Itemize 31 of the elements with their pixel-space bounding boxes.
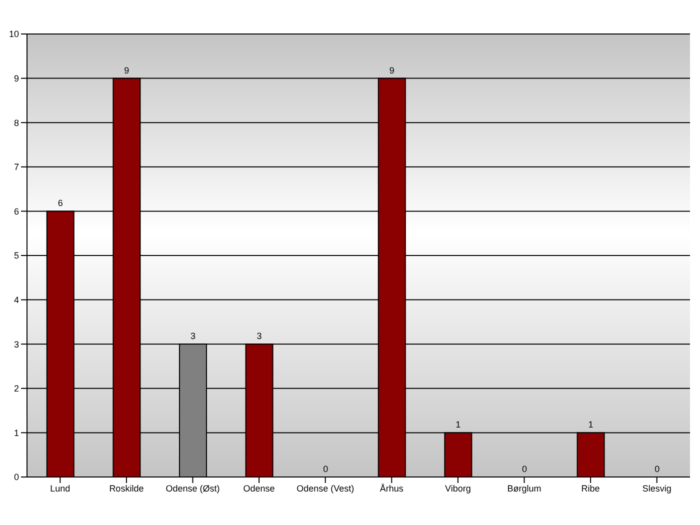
x-tick-label: Viborg [445,483,471,494]
data-label: 9 [389,65,394,76]
x-tick-label: Roskilde [109,483,144,494]
data-label: 1 [456,420,461,430]
y-tick-label: 3 [14,339,19,350]
y-tick-label: 1 [14,428,19,438]
x-tick-label: Odense (Øst) [166,483,220,494]
y-tick-label: 6 [14,206,19,216]
data-label: 9 [124,65,130,76]
y-tick-label: 9 [14,73,19,84]
x-tick-label: Odense [243,483,275,494]
y-tick-label: 4 [14,294,19,305]
data-label: 1 [588,420,594,430]
x-tick-label: Ribe [581,483,600,494]
x-tick-label: Århus [380,483,404,494]
y-tick-label: 0 [14,472,19,482]
y-tick-label: 5 [14,250,19,261]
y-tick-label: 2 [14,384,19,394]
data-label: 6 [58,198,63,208]
data-label: 3 [256,331,262,342]
x-tick-label: Lund [50,483,70,494]
y-tick-label: 7 [14,162,19,172]
data-label: 3 [190,331,196,342]
data-label: 0 [522,464,527,474]
data-label: 0 [654,464,660,474]
y-tick-label: 10 [8,29,19,40]
x-tick-label: Slesvig [642,483,672,494]
x-tick-label: Børglum [507,483,542,494]
x-tick-label: Odense (Vest) [296,483,354,494]
y-tick-label: 8 [14,118,19,128]
data-label: 0 [323,464,328,474]
